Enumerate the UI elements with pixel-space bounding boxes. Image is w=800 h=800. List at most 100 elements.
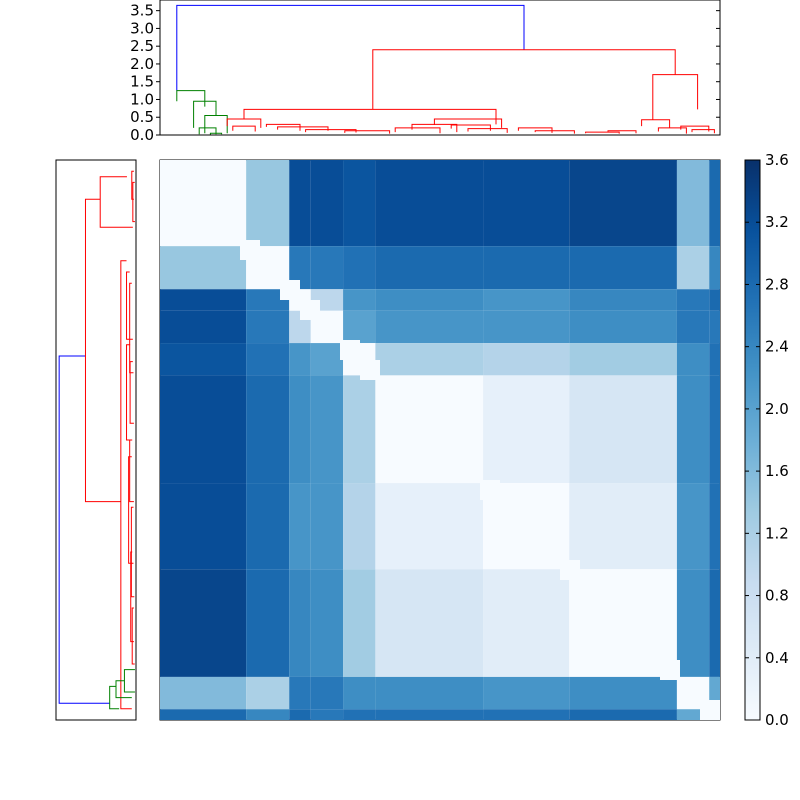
top-dendrogram-link [680,125,710,132]
heatmap-cell [375,246,484,290]
colorbar-tick-label: 1.6 [765,462,789,480]
heatmap-cell [569,676,677,710]
heatmap-cell [676,709,710,720]
heatmap-diagonal-cell [180,180,200,200]
heatmap-cell [676,569,710,677]
heatmap-cell [569,709,677,720]
heatmap-cell [343,246,376,290]
top-dendrogram-frame [159,0,721,136]
top-dendrogram-link [433,118,503,128]
heatmap [159,159,721,721]
left-dendrogram-link [126,344,132,441]
top-dendrogram-link [691,129,715,134]
colorbar-tick-label: 1.2 [765,524,789,542]
colorbar-tick-label: 2.8 [765,275,789,293]
top-axis-tick-label: 2.5 [130,37,154,55]
heatmap-cell [289,709,311,720]
heatmap-cell [160,375,247,484]
top-dendrogram-link [394,127,441,134]
heatmap-diagonal-cell [700,700,720,720]
heatmap-diagonal-cell [200,200,220,220]
heatmap-cell [343,709,376,720]
left-dendrogram-link [131,607,135,665]
left-dendrogram-link [120,260,132,710]
heatmap-cell [375,709,484,720]
heatmap-cell [246,375,290,484]
heatmap-cell [483,289,570,311]
heatmap-cell [289,676,311,710]
colorbar-tick-label: 3.6 [765,151,789,169]
left-dendrogram-link [115,680,132,699]
top-dendrogram-link [232,125,256,132]
heatmap-diagonal-cell [440,440,460,460]
heatmap-cell [709,310,720,344]
left-dendrogram [55,159,137,721]
heatmap-cell [569,375,677,484]
heatmap-cell [160,569,247,677]
heatmap-cell [676,246,710,290]
heatmap-cell [289,569,311,677]
left-dendrogram-frame [55,159,137,721]
top-dendrogram-link [467,128,508,133]
colorbar-tick-label: 0.0 [765,711,789,729]
heatmap-cell [709,375,720,484]
heatmap-cell [343,569,376,677]
heatmap-cell [343,483,376,570]
top-dendrogram-link [277,126,329,131]
colorbar-tick-label: 0.4 [765,649,789,667]
heatmap-cell [310,343,344,376]
heatmap-cell [375,676,484,710]
left-dendrogram-link [58,355,110,704]
heatmap-diagonal-cell [260,260,280,280]
top-dendrogram [176,4,715,135]
top-axis-tick-label: 2.0 [130,55,154,73]
heatmap-cell [343,310,376,344]
heatmap-diagonal-cell [580,580,600,600]
heatmap-diagonal-cell [640,640,660,660]
top-dendrogram-link [534,130,575,134]
heatmap-diagonal-cell [460,460,480,480]
top-axis-tick-label: 3.5 [130,2,154,20]
heatmap-cell [676,289,710,311]
heatmap-cell [483,343,570,376]
left-dendrogram-link [109,685,120,710]
heatmap-diagonal-cell [300,300,320,320]
heatmap-cell [483,160,570,247]
top-dendrogram-link [607,130,637,134]
heatmap-diagonal-cell [560,560,580,580]
heatmap-cell [343,375,376,484]
left-dendrogram-link [123,669,135,693]
top-dendrogram-link [657,127,687,134]
heatmap-cell [569,289,677,311]
heatmap-cell [310,246,344,290]
heatmap-cell [289,246,311,290]
heatmap-cell [160,310,247,344]
colorbar-rect [744,159,761,721]
heatmap-cell [483,709,570,720]
heatmap-cell [483,246,570,290]
top-dendrogram-link [176,90,206,107]
heatmap-cell [289,343,311,376]
heatmap-cell [709,569,720,677]
colorbar-tick-label: 3.2 [765,213,789,231]
heatmap-cell [310,676,344,710]
heatmap-cell [569,246,677,290]
heatmap-cell [343,676,376,710]
top-dendrogram-link [450,124,491,131]
heatmap-diagonal-cell [420,420,440,440]
heatmap-diagonal-cell [280,280,300,300]
top-dendrogram-link [209,132,223,135]
heatmap-cell [569,310,677,344]
heatmap-diagonal-cell [220,220,240,240]
top-axis-tick-label: 1.5 [130,73,154,91]
heatmap-cell [160,676,247,710]
heatmap-cell [246,483,290,570]
left-dendrogram-link [132,181,135,223]
heatmap-cell [289,375,311,484]
heatmap-cell [310,483,344,570]
top-dendrogram-link [641,119,671,128]
heatmap-diagonal-cell [540,540,560,560]
heatmap-diagonal-cell [380,380,400,400]
heatmap-cell [375,310,484,344]
